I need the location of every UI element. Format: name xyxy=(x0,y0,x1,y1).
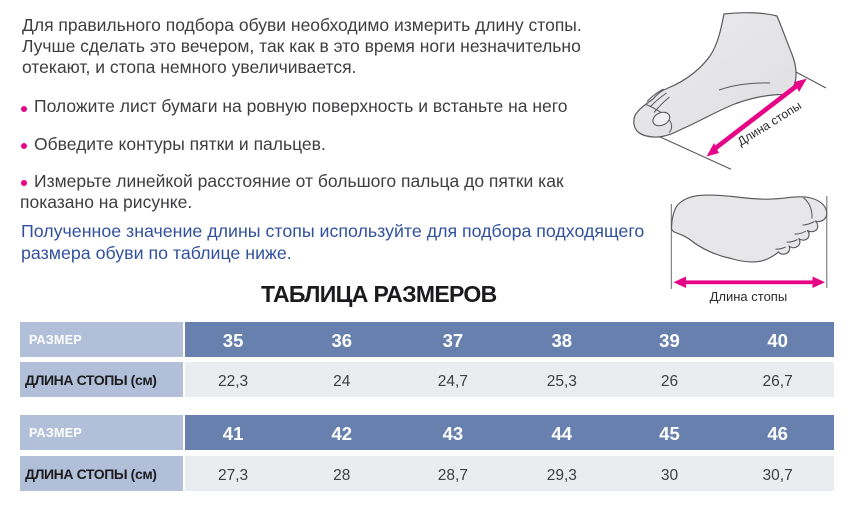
svg-text:Длина стопы: Длина стопы xyxy=(710,289,788,304)
